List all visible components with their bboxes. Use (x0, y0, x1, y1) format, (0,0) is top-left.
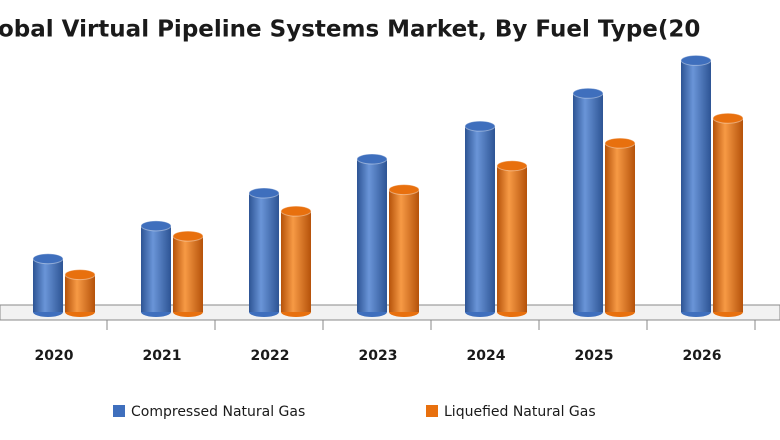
bar-top (280, 205, 312, 217)
bar-top (464, 120, 496, 132)
bar-top (248, 187, 280, 199)
bar (248, 187, 280, 317)
x-tick-label: 2022 (251, 348, 290, 364)
bar (280, 205, 312, 317)
bar (172, 230, 204, 317)
x-tick-label: 2023 (359, 348, 398, 364)
chart-title: obal Virtual Pipeline Systems Market, By… (0, 17, 700, 43)
bar-top (140, 220, 172, 232)
bar-body (573, 93, 603, 313)
legend-swatch (426, 405, 438, 417)
bar-body (713, 118, 743, 312)
x-tick-label: 2026 (683, 348, 722, 364)
bar (496, 160, 528, 317)
legend-label: Liquefied Natural Gas (444, 404, 596, 420)
bar-top (356, 153, 388, 165)
bar-top (712, 112, 744, 124)
bar-body (33, 258, 63, 312)
bar-body (357, 159, 387, 312)
bar (464, 120, 496, 317)
bar-top (680, 54, 712, 66)
bar (712, 112, 744, 317)
bar-top (64, 269, 96, 281)
bar-top (388, 184, 420, 196)
bar-body (281, 211, 311, 312)
bar (140, 220, 172, 317)
bar (64, 269, 96, 317)
bar-top (496, 160, 528, 172)
bar-top (32, 253, 64, 265)
x-tick-label: 2020 (35, 348, 74, 364)
bar-body (497, 165, 527, 312)
bar-top (604, 137, 636, 149)
legend-swatch (113, 405, 125, 417)
bar (32, 253, 64, 317)
bar-body (173, 236, 203, 312)
bar-body (465, 126, 495, 312)
bar-body (605, 143, 635, 312)
x-tick-label: 2024 (467, 348, 506, 364)
legend-label: Compressed Natural Gas (131, 404, 305, 420)
bar-body (141, 225, 171, 312)
x-tick-label: 2025 (575, 348, 614, 364)
bar-body (249, 193, 279, 312)
bar-body (389, 189, 419, 312)
bar-top (172, 230, 204, 242)
bar-body (65, 274, 95, 312)
bar (356, 153, 388, 317)
bar-top (572, 87, 604, 99)
bar (680, 54, 712, 317)
bar (604, 137, 636, 317)
bar (388, 184, 420, 317)
bar (572, 87, 604, 317)
x-tick-label: 2021 (143, 348, 182, 364)
bar-body (681, 60, 711, 313)
